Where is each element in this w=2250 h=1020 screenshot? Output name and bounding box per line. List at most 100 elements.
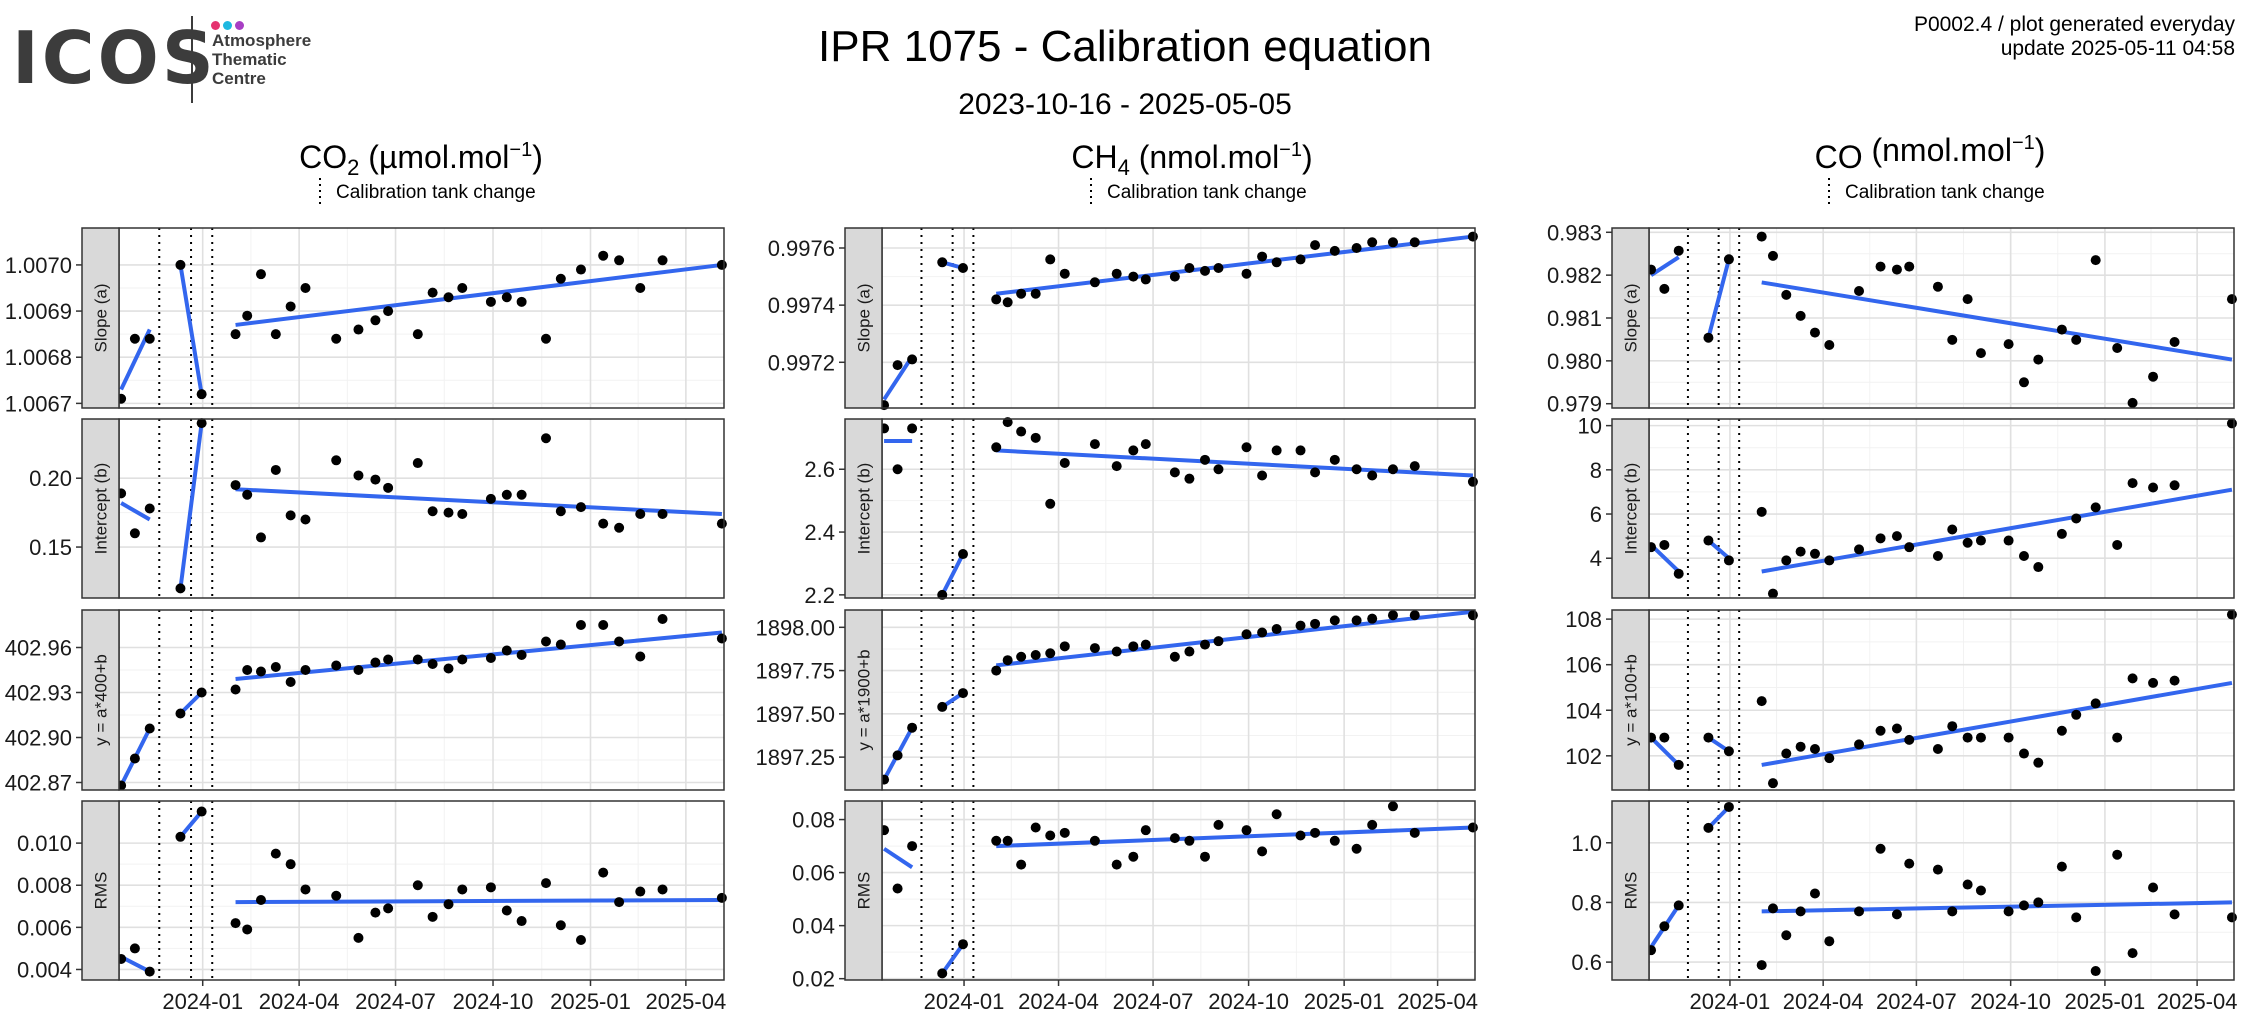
data-point bbox=[958, 263, 969, 273]
data-point bbox=[1169, 651, 1180, 662]
y-tick-label: 1897.25 bbox=[755, 745, 835, 770]
data-point bbox=[1659, 539, 1670, 550]
data-point bbox=[1367, 613, 1378, 624]
y-tick-label: 108 bbox=[1565, 607, 1602, 632]
data-point bbox=[255, 666, 266, 677]
plot-meta: P0002.4 / plot generated everyday update… bbox=[1914, 13, 2235, 61]
y-tick-label: 10 bbox=[1578, 414, 1602, 439]
y-tick-label: 0.010 bbox=[17, 831, 72, 856]
strip-label: Intercept (b) bbox=[855, 463, 874, 555]
data-point bbox=[370, 907, 381, 918]
panel-background bbox=[882, 801, 1475, 980]
data-point bbox=[1089, 835, 1100, 846]
data-point bbox=[1932, 281, 1943, 292]
data-point bbox=[657, 614, 668, 624]
data-point bbox=[1213, 636, 1224, 647]
chart-0: CO2 (µmol.mol−1)Calibration tank change S… bbox=[5, 139, 727, 1014]
data-point bbox=[1467, 822, 1478, 833]
fit-line bbox=[178, 810, 204, 839]
data-point bbox=[242, 310, 253, 321]
data-point bbox=[2112, 732, 2123, 743]
data-point bbox=[196, 389, 207, 400]
data-point bbox=[1756, 696, 1767, 707]
gas-heading: CH4 (nmol.mol−1) bbox=[1071, 139, 1312, 180]
x-tick-label: 2024-04 bbox=[1783, 989, 1864, 1014]
data-point bbox=[937, 701, 948, 712]
fit-line bbox=[235, 630, 723, 681]
y-tick-label: 1.0069 bbox=[5, 299, 72, 324]
data-point bbox=[1241, 825, 1252, 836]
data-point bbox=[1169, 271, 1180, 282]
data-point bbox=[1030, 822, 1041, 833]
data-point bbox=[516, 650, 527, 660]
data-point bbox=[1703, 822, 1714, 833]
data-point bbox=[2169, 909, 2180, 920]
data-point bbox=[2090, 966, 2101, 977]
date-range-subtitle: 2023-10-16 - 2025-05-05 bbox=[958, 88, 1292, 121]
data-point bbox=[1467, 610, 1478, 621]
data-point bbox=[270, 662, 281, 672]
data-point bbox=[1891, 264, 1902, 275]
fit-line bbox=[235, 897, 722, 905]
data-point bbox=[412, 458, 423, 469]
panel-background bbox=[1649, 419, 2234, 598]
data-point bbox=[129, 528, 140, 539]
data-point bbox=[285, 677, 296, 687]
data-point bbox=[144, 333, 155, 344]
strip-label: Slope (a) bbox=[855, 284, 874, 353]
data-point bbox=[1387, 237, 1398, 248]
x-tick-label: 2024-04 bbox=[1018, 989, 1099, 1014]
data-point bbox=[1351, 615, 1362, 626]
data-point bbox=[457, 884, 468, 895]
data-point bbox=[1975, 535, 1986, 546]
strip-background bbox=[81, 227, 120, 409]
data-point bbox=[242, 665, 253, 675]
strip-label: RMS bbox=[1622, 872, 1641, 910]
data-point bbox=[1809, 743, 1820, 754]
strip-background bbox=[844, 418, 883, 599]
data-point bbox=[635, 886, 646, 897]
y-tick-label: 0.983 bbox=[1547, 220, 1602, 245]
data-point bbox=[1213, 263, 1224, 273]
data-point bbox=[427, 659, 438, 669]
panel-1: Intercept (b) 2.2 2.4 2.6 bbox=[804, 417, 1478, 608]
panel-2: y = a*400+b 402.87 402.90 402.93 402.96 bbox=[5, 609, 727, 796]
data-point bbox=[1875, 533, 1886, 544]
data-point bbox=[2003, 339, 2014, 350]
data-point bbox=[1904, 542, 1915, 553]
data-point bbox=[1824, 555, 1835, 566]
fit-line bbox=[940, 553, 965, 596]
data-point bbox=[555, 506, 566, 517]
panel-3: RMS 0.02 0.04 0.06 0.08 bbox=[792, 800, 1478, 992]
data-point bbox=[1030, 432, 1041, 443]
data-point bbox=[230, 918, 241, 929]
data-point bbox=[991, 665, 1002, 676]
data-point bbox=[383, 306, 394, 317]
data-point bbox=[1947, 334, 1958, 345]
data-point bbox=[353, 324, 364, 335]
data-point bbox=[1329, 835, 1340, 846]
data-point bbox=[1659, 732, 1670, 743]
data-point bbox=[2127, 673, 2138, 684]
data-point bbox=[1140, 439, 1151, 450]
data-point bbox=[1111, 461, 1122, 472]
y-tick-label: 0.06 bbox=[792, 861, 835, 886]
data-point bbox=[598, 620, 609, 630]
data-point bbox=[1962, 294, 1973, 305]
data-point bbox=[1271, 624, 1282, 635]
data-point bbox=[457, 509, 468, 520]
y-tick-label: 1898.00 bbox=[755, 615, 835, 640]
fit-line bbox=[1761, 280, 2233, 362]
data-point bbox=[1111, 646, 1122, 657]
data-point bbox=[1723, 801, 1734, 812]
data-point bbox=[443, 507, 454, 518]
data-point bbox=[2056, 725, 2067, 736]
data-point bbox=[1045, 254, 1056, 265]
data-point bbox=[1351, 464, 1362, 475]
page-title: IPR 1075 - Calibration equation bbox=[818, 22, 1432, 71]
data-point bbox=[1213, 819, 1224, 830]
panel-0: Slope (a) 1.0067 1.0068 1.0069 1.0070 bbox=[5, 227, 727, 416]
data-point bbox=[285, 301, 296, 312]
data-point bbox=[937, 257, 948, 268]
data-point bbox=[1947, 524, 1958, 535]
